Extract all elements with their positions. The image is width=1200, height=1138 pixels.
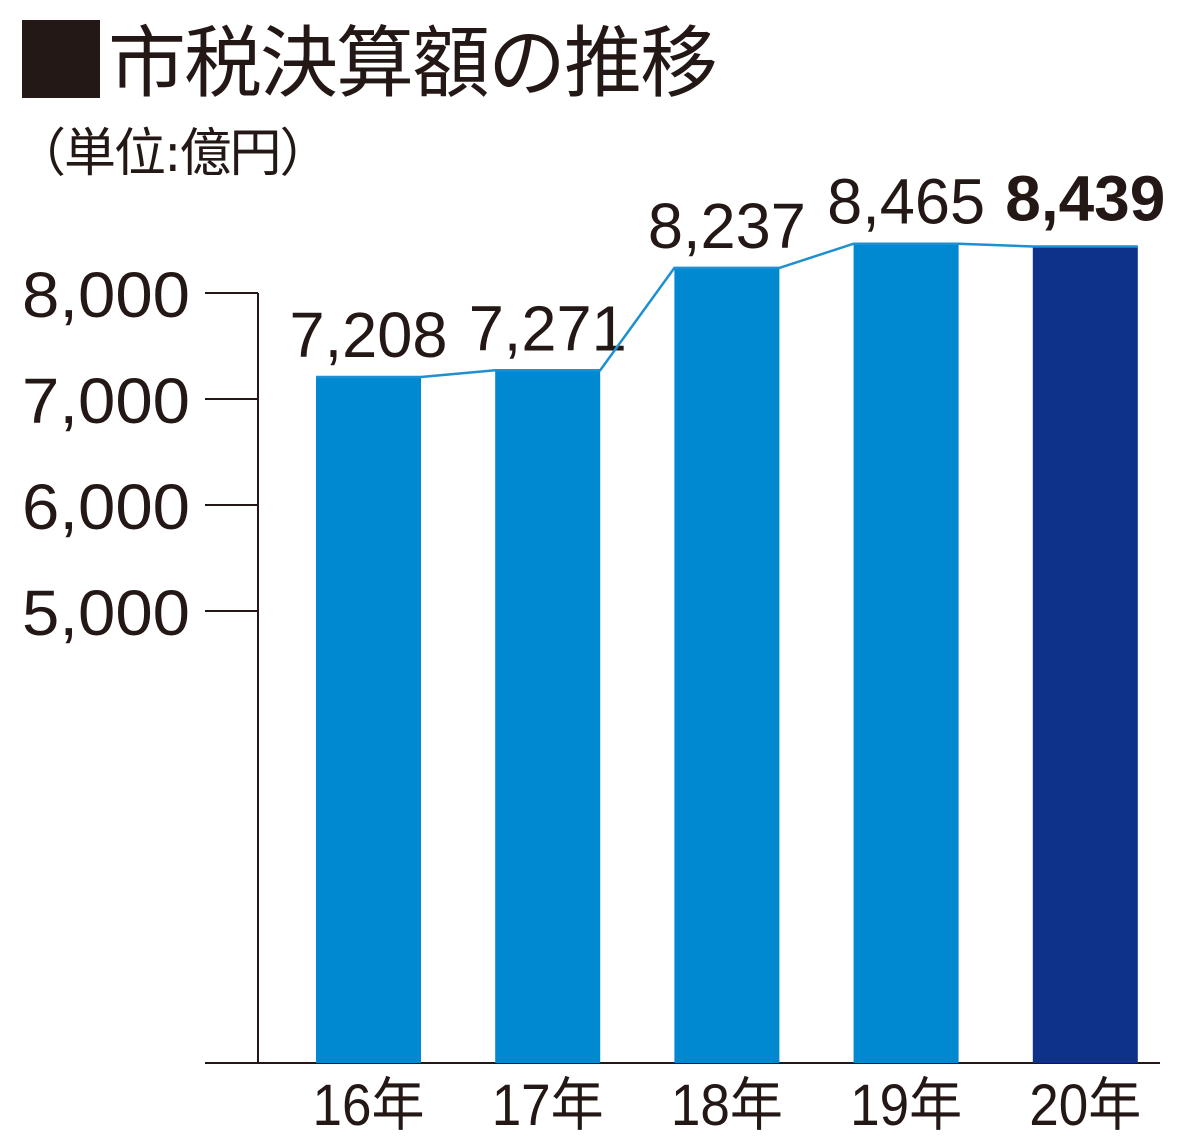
bar-17年	[495, 370, 601, 1063]
chart-title: 市税決算額の推移	[22, 18, 718, 110]
bar-18年	[674, 267, 780, 1063]
y-tick-label: 8,000	[22, 259, 190, 331]
value-label: 8,439	[1005, 162, 1165, 234]
bar-16年	[316, 376, 421, 1063]
connector-line	[316, 242, 1138, 379]
chart-title-text: 市税決算額の推移	[108, 19, 718, 109]
value-label: 7,208	[290, 299, 448, 371]
x-tick-label: 19年	[850, 1073, 962, 1138]
x-tick-label: 16年	[313, 1073, 425, 1138]
x-tick-label: 20年	[1029, 1073, 1141, 1138]
square-bullet-icon	[22, 20, 100, 98]
bar-19年	[853, 243, 959, 1063]
y-tick-label: 6,000	[22, 471, 190, 543]
y-tick-label: 5,000	[22, 577, 190, 649]
x-tick-label: 17年	[492, 1073, 604, 1138]
x-tick-label: 18年	[671, 1073, 783, 1138]
value-label: 8,237	[648, 190, 806, 262]
bar-20年	[1032, 246, 1138, 1063]
value-label: 8,465	[827, 166, 985, 238]
y-tick-label: 7,000	[22, 365, 190, 437]
value-label: 7,271	[469, 292, 627, 364]
unit-label: （単位:億円）	[14, 124, 332, 184]
